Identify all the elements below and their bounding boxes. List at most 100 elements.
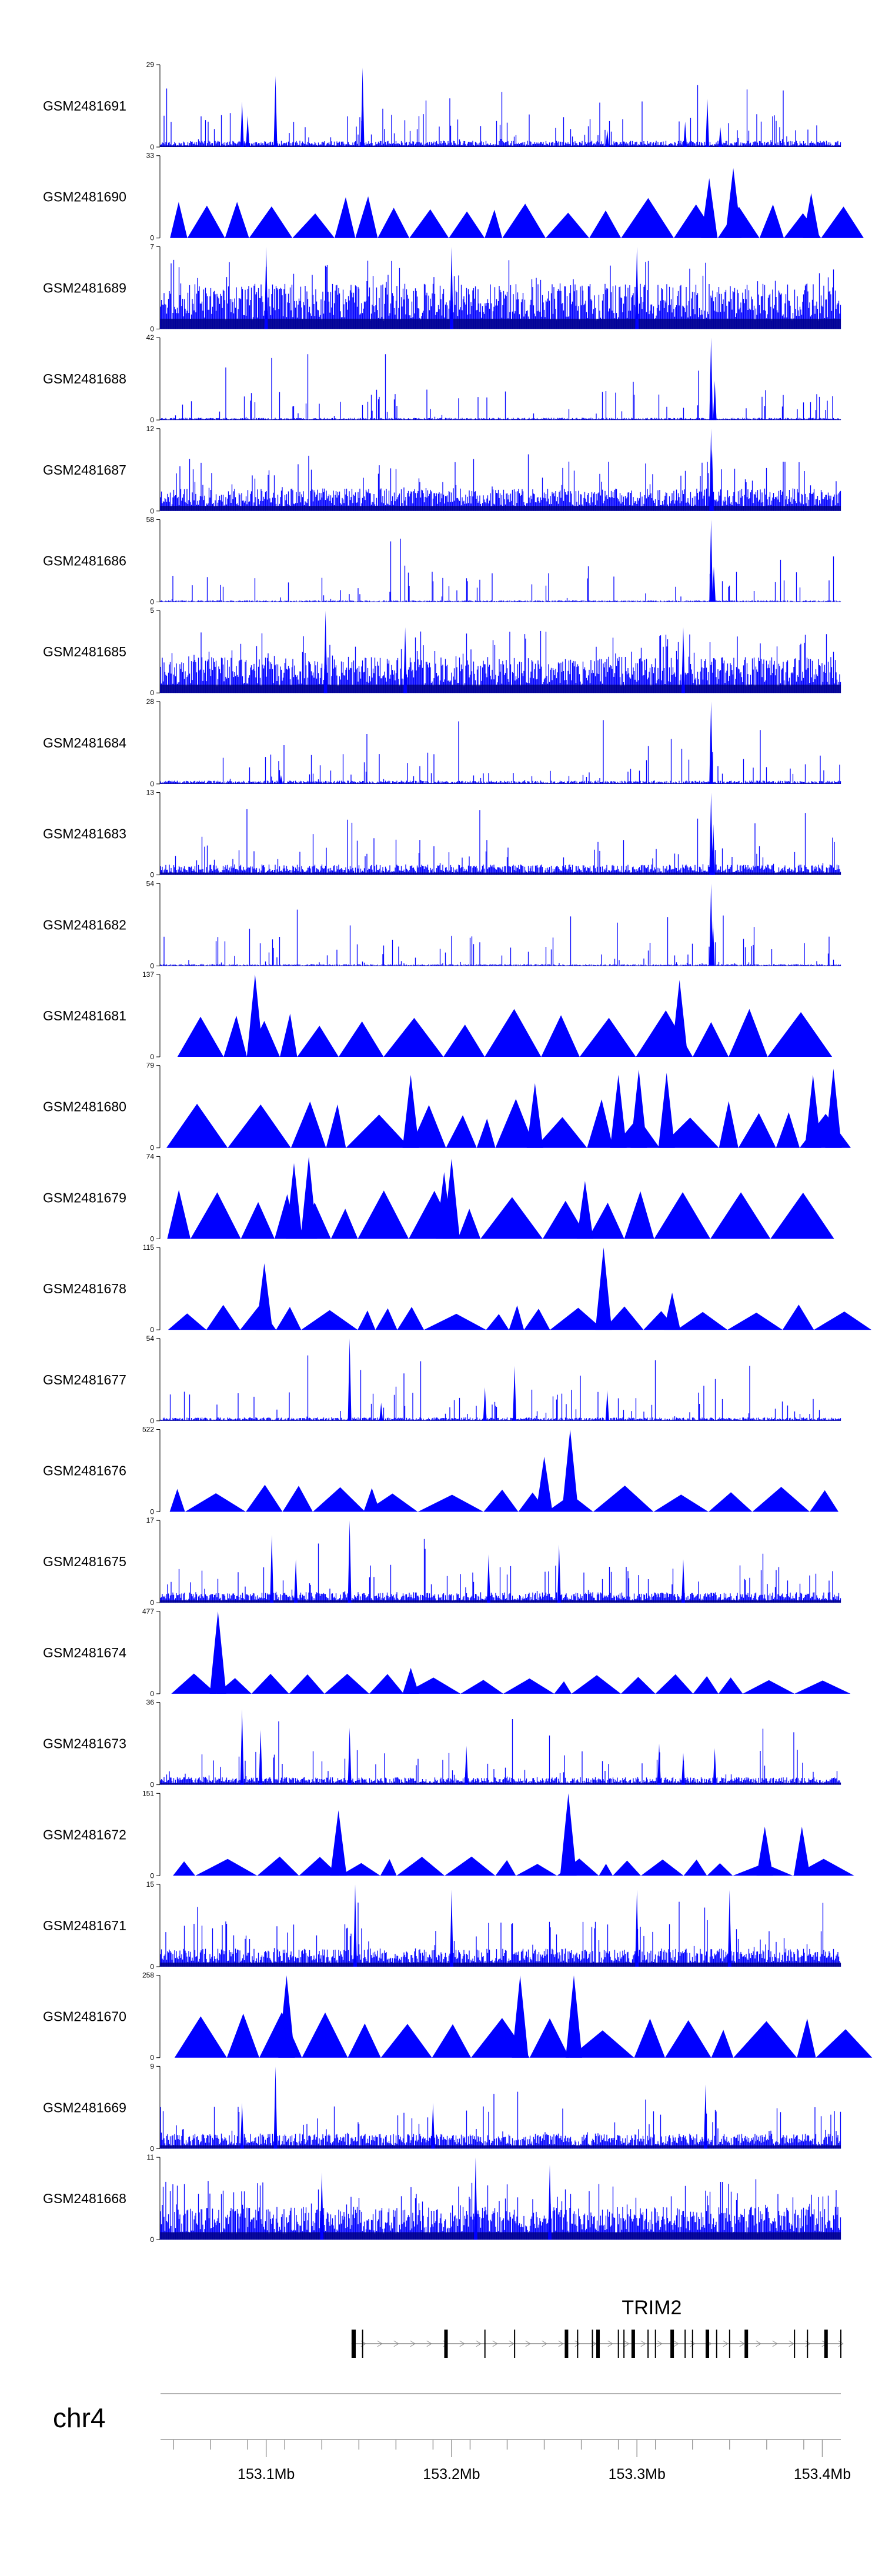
axis-tick-label: 153.4Mb — [794, 2466, 851, 2482]
strand-arrow — [459, 2340, 465, 2347]
y-max-label: 58 — [146, 516, 155, 524]
axis-tick-label: 153.1Mb — [238, 2466, 295, 2482]
exon-14 — [654, 2330, 656, 2358]
coverage-area — [174, 2012, 873, 2058]
peak-2 — [513, 1366, 517, 1421]
peak-1 — [259, 1730, 263, 1785]
y-zero-label: 0 — [150, 598, 154, 606]
coverage-bars — [160, 259, 841, 329]
y-zero-label: 0 — [150, 1690, 154, 1698]
y-max-label: 258 — [142, 1971, 154, 1980]
exon-7 — [577, 2330, 579, 2358]
y-zero-label: 0 — [150, 1144, 154, 1152]
peak-1 — [348, 1520, 352, 1603]
track-GSM2481687: GSM2481687 12 0 — [43, 425, 841, 515]
strand-arrow — [756, 2340, 761, 2347]
coverage-series — [160, 610, 841, 693]
y-max-label: 36 — [146, 1699, 155, 1707]
track-label: GSM2481677 — [43, 1372, 126, 1387]
coverage-series — [160, 1520, 841, 1603]
peak-1 — [711, 824, 716, 875]
coverage-bars — [160, 909, 841, 966]
peak-0 — [709, 519, 713, 602]
coverage-bars — [160, 538, 841, 602]
strand-arrow — [492, 2340, 498, 2347]
strand-arrow — [377, 2340, 383, 2347]
y-zero-label: 0 — [150, 2054, 154, 2062]
y-max-label: 74 — [146, 1152, 155, 1160]
strand-arrow — [690, 2340, 696, 2347]
coverage-floor — [161, 1963, 841, 1967]
peak-1 — [402, 1667, 419, 1694]
strand-arrow — [772, 2340, 778, 2347]
y-max-label: 137 — [142, 970, 154, 979]
coverage-floor — [161, 2232, 841, 2240]
strand-arrow — [542, 2340, 547, 2347]
coverage-floor — [161, 1600, 841, 1603]
peak-2 — [635, 1890, 639, 1967]
strand-arrow — [393, 2340, 399, 2347]
coverage-bars — [160, 1719, 841, 1785]
exon-6 — [564, 2330, 569, 2358]
y-zero-label: 0 — [150, 962, 154, 970]
coverage-series — [160, 701, 841, 784]
y-max-label: 151 — [142, 1789, 154, 1797]
track-GSM2481676: GSM2481676 522 0 — [43, 1426, 839, 1516]
peak-1 — [710, 449, 714, 511]
y-zero-label: 0 — [150, 871, 154, 879]
genome-axis: chr4 153.1Mb 153.2Mb 153.3Mb 153.4Mb — [53, 2393, 851, 2482]
exon-3 — [444, 2330, 448, 2358]
chromosome-label: chr4 — [53, 2403, 105, 2433]
peak-0 — [709, 338, 713, 421]
exon-8 — [592, 2330, 593, 2358]
peak-0 — [240, 101, 244, 147]
peak-2 — [273, 76, 278, 147]
strand-arrow — [574, 2340, 580, 2347]
coverage-series — [160, 519, 841, 602]
y-max-label: 11 — [147, 2153, 155, 2161]
gene-annotation-track: TRIM2 — [351, 2297, 844, 2358]
peak-0 — [240, 1709, 244, 1785]
track-label: GSM2481671 — [43, 1918, 126, 1933]
track-label: GSM2481691 — [43, 98, 126, 114]
strand-arrow — [410, 2340, 416, 2347]
track-label: GSM2481681 — [43, 1008, 126, 1023]
coverage-bars — [160, 2091, 841, 2149]
y-max-label: 54 — [146, 1334, 155, 1343]
peak-2 — [803, 193, 820, 238]
peak-4 — [658, 1073, 675, 1148]
coverage-series — [160, 1884, 841, 1967]
y-zero-label: 0 — [150, 2144, 154, 2153]
coverage-area — [170, 196, 864, 238]
peak-5 — [804, 1075, 821, 1148]
strand-arrow — [607, 2340, 613, 2347]
track-label: GSM2481685 — [43, 644, 126, 659]
track-label: GSM2481683 — [43, 826, 126, 842]
exon-1 — [355, 2330, 356, 2358]
y-zero-label: 0 — [150, 1326, 154, 1334]
coverage-tracks: GSM2481691290GSM2481690330GSM248168970GS… — [43, 61, 873, 2244]
y-zero-label: 0 — [150, 507, 154, 515]
exon-2 — [362, 2330, 363, 2358]
track-GSM2481668: GSM2481668 11 0 — [43, 2153, 841, 2244]
track-label: GSM2481682 — [43, 917, 126, 932]
track-label: GSM2481687 — [43, 462, 126, 478]
track-label: GSM2481675 — [43, 1554, 126, 1569]
track-GSM2481682: GSM2481682 54 0 — [43, 879, 841, 970]
track-label: GSM2481670 — [43, 2009, 126, 2024]
gene-label: TRIM2 — [622, 2297, 681, 2319]
coverage-series — [160, 2066, 841, 2149]
strand-arrow — [558, 2340, 564, 2347]
y-max-label: 33 — [146, 152, 155, 160]
peak-2 — [363, 1488, 380, 1512]
peak-1 — [512, 1975, 529, 2058]
peak-3 — [431, 2103, 435, 2149]
peak-4 — [557, 1544, 561, 1603]
peak-5 — [683, 121, 687, 147]
exon-11 — [623, 2330, 625, 2358]
track-GSM2481680: GSM2481680 79 0 — [43, 1062, 851, 1152]
peak-1 — [403, 627, 407, 693]
coverage-area — [169, 1484, 839, 1512]
exon-4 — [484, 2330, 486, 2358]
peak-1 — [536, 1456, 553, 1512]
